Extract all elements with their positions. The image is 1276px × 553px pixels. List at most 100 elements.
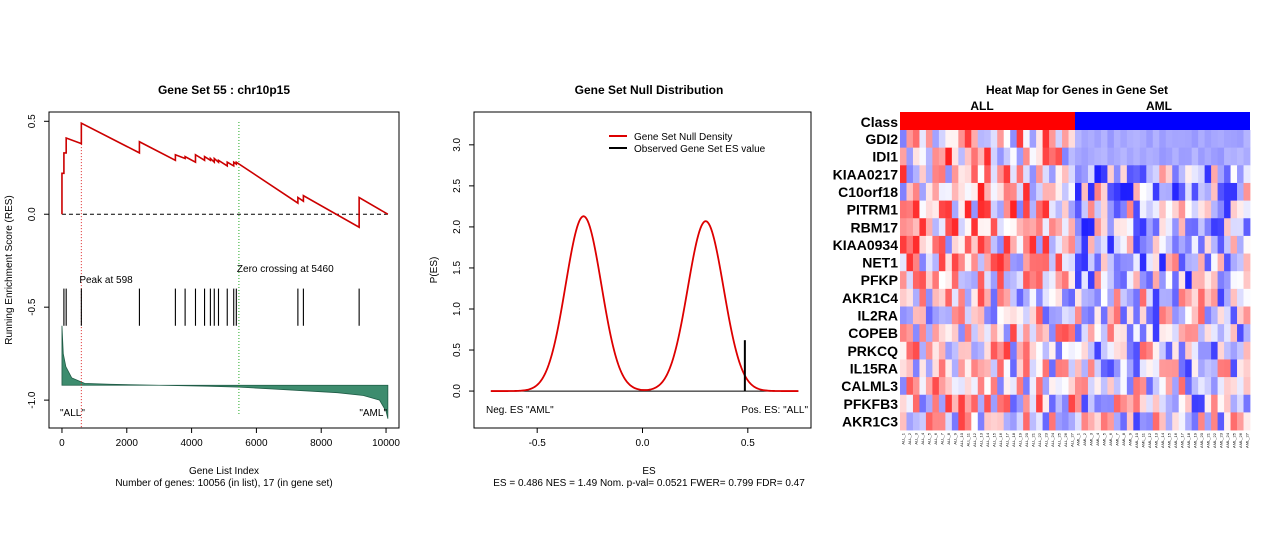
heatmap-cell bbox=[1055, 147, 1063, 166]
heatmap-cell bbox=[1230, 271, 1238, 290]
heatmap-cell bbox=[900, 271, 907, 290]
heatmap-cell bbox=[1191, 130, 1199, 149]
x-tick-label: 4000 bbox=[180, 438, 203, 449]
heatmap-cell bbox=[1029, 412, 1037, 431]
heatmap-cell bbox=[1075, 271, 1082, 290]
heatmap-cell bbox=[1036, 200, 1043, 219]
heatmap-cell bbox=[951, 341, 959, 360]
heatmap-cell bbox=[1211, 359, 1218, 378]
heatmap-cell bbox=[1023, 359, 1031, 378]
heatmap-cell bbox=[925, 200, 933, 219]
heatmap-cell bbox=[1120, 341, 1128, 360]
heatmap-cell bbox=[1185, 218, 1193, 237]
heatmap-cell bbox=[938, 377, 946, 396]
heatmap-cell bbox=[984, 359, 992, 378]
heatmap-cell bbox=[964, 253, 972, 272]
heatmap-cell bbox=[1010, 165, 1018, 184]
heatmap-cell bbox=[1113, 235, 1121, 254]
heatmap-cell bbox=[1087, 412, 1095, 431]
heatmap-cell bbox=[938, 324, 946, 343]
heatmap-cell bbox=[1172, 288, 1180, 307]
heatmap-cell bbox=[1100, 165, 1108, 184]
heatmap-cell bbox=[925, 341, 933, 360]
heatmap-cell bbox=[1107, 253, 1115, 272]
running-es-polyline bbox=[61, 121, 389, 229]
heatmap-cell bbox=[1023, 235, 1031, 254]
heatmap-cell bbox=[958, 288, 966, 307]
x-axis-label: ES bbox=[642, 466, 656, 477]
heatmap-cell bbox=[925, 377, 933, 396]
heatmap-cell bbox=[1217, 182, 1225, 201]
heatmap-cell bbox=[1100, 324, 1108, 343]
heatmap-cell bbox=[1029, 306, 1037, 325]
heatmap-cell bbox=[1003, 182, 1011, 201]
heatmap-cell bbox=[1217, 324, 1225, 343]
heatmap-cell bbox=[1100, 288, 1108, 307]
heatmap-cell bbox=[1075, 235, 1082, 254]
heatmap-cell bbox=[1062, 341, 1069, 360]
heatmap-cell bbox=[900, 324, 907, 343]
heatmap-cell bbox=[1049, 412, 1056, 431]
heatmap-cell bbox=[919, 200, 927, 219]
heatmap-cell bbox=[932, 165, 940, 184]
heatmap-cell bbox=[1237, 182, 1244, 201]
heatmap-cell bbox=[1198, 324, 1206, 343]
heatmap-cell bbox=[1178, 288, 1186, 307]
heatmap-cell bbox=[1042, 147, 1050, 166]
heatmap-cell bbox=[1198, 130, 1206, 149]
gene-label: PRKCQ bbox=[847, 343, 898, 359]
heatmap-cell bbox=[997, 377, 1005, 396]
heatmap-cell bbox=[997, 235, 1005, 254]
heatmap-cell bbox=[977, 165, 985, 184]
heatmap-cell bbox=[1152, 306, 1160, 325]
heatmap-cell bbox=[1139, 271, 1147, 290]
heatmap-cell bbox=[900, 253, 907, 272]
heatmap-cell bbox=[1139, 412, 1147, 431]
heatmap-cell bbox=[1016, 394, 1024, 413]
heatmap-cell bbox=[1237, 218, 1244, 237]
heatmap-cell bbox=[1107, 324, 1115, 343]
heatmap-cell bbox=[1172, 394, 1180, 413]
heatmap-cell bbox=[958, 253, 966, 272]
heatmap-cell bbox=[945, 271, 953, 290]
heatmap-cell bbox=[925, 324, 933, 343]
heatmap-cell bbox=[1133, 200, 1141, 219]
heatmap-cell bbox=[1042, 288, 1050, 307]
heatmap-cell bbox=[1133, 182, 1141, 201]
heatmap-cell bbox=[997, 341, 1005, 360]
heatmap-cell bbox=[1107, 271, 1115, 290]
heatmap-cell bbox=[977, 341, 985, 360]
heatmap-cell bbox=[1217, 200, 1225, 219]
heatmap-cell bbox=[1036, 165, 1043, 184]
heatmap-cell bbox=[1159, 165, 1167, 184]
sample-label: AML_15 bbox=[1166, 432, 1171, 448]
heatmap-cell bbox=[1094, 200, 1102, 219]
sample-label: ALL_12 bbox=[972, 432, 977, 447]
heatmap-cell bbox=[1036, 130, 1043, 149]
sample-label: AML_20 bbox=[1199, 432, 1204, 448]
heatmap-cell bbox=[1126, 324, 1134, 343]
heatmap-cell bbox=[1010, 359, 1018, 378]
heatmap-cell bbox=[1100, 271, 1108, 290]
heatmap-cell bbox=[1211, 341, 1218, 360]
heatmap-cell bbox=[1120, 200, 1128, 219]
density-polyline bbox=[490, 215, 799, 392]
heatmap-cell bbox=[1029, 130, 1037, 149]
heatmap-cell bbox=[1120, 235, 1128, 254]
heatmap-cell bbox=[906, 306, 914, 325]
heatmap-cell bbox=[1237, 412, 1244, 431]
heatmap-title: Heat Map for Genes in Gene Set bbox=[986, 83, 1168, 97]
heatmap-cell bbox=[1204, 324, 1212, 343]
heatmap-cell bbox=[1211, 394, 1218, 413]
heatmap-cell bbox=[1185, 130, 1193, 149]
sample-labels: ALL_1 ALL_2 ALL_3 ALL_4 ALL_5 ALL_6 ALL_7 ALL_8… bbox=[901, 432, 1250, 448]
y-tick-label: 2.0 bbox=[452, 220, 463, 234]
heatmap-cell bbox=[1081, 394, 1089, 413]
heatmap-cell bbox=[1230, 218, 1238, 237]
heatmap-cell bbox=[1185, 341, 1193, 360]
heatmap-cell bbox=[1003, 359, 1011, 378]
heatmap-cell bbox=[1049, 200, 1056, 219]
heatmap-cell bbox=[1029, 394, 1037, 413]
heatmap-cell bbox=[1113, 130, 1121, 149]
heatmap-cell bbox=[1107, 394, 1115, 413]
